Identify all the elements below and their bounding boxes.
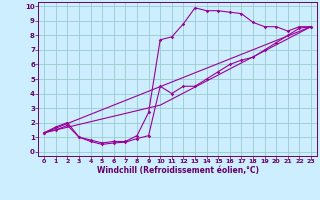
X-axis label: Windchill (Refroidissement éolien,°C): Windchill (Refroidissement éolien,°C) [97, 166, 259, 175]
